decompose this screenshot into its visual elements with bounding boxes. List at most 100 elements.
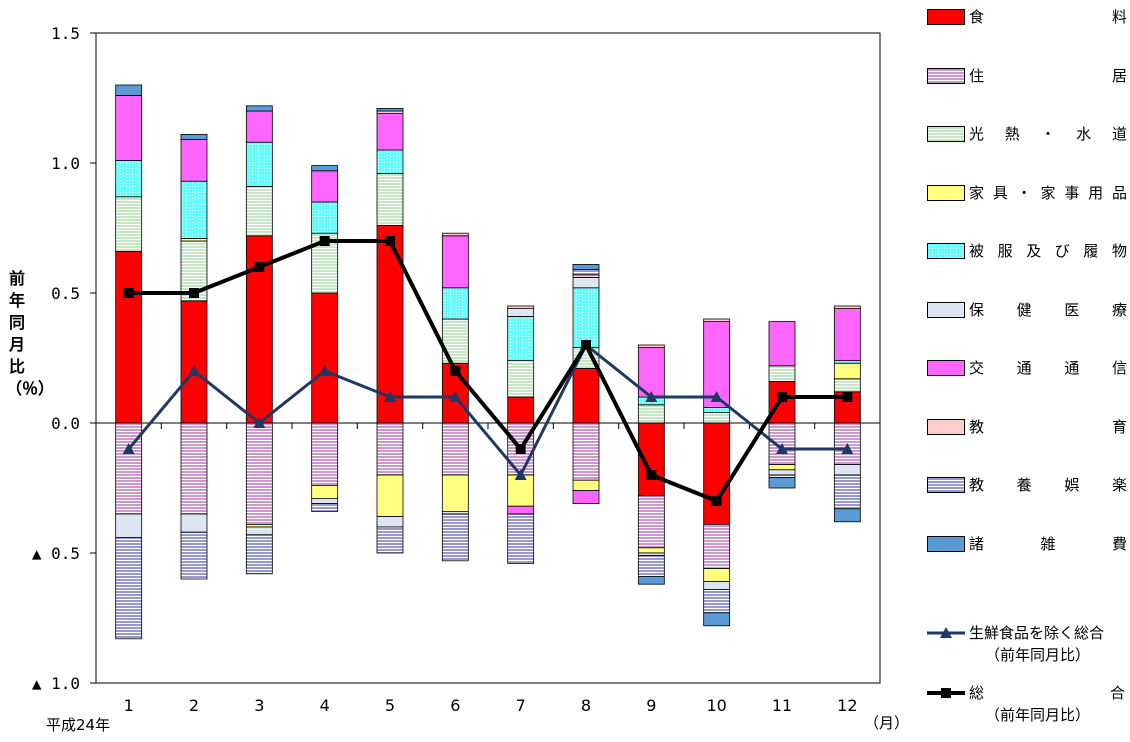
bar-segment-諸雑費-8 [572,263,600,270]
bar-segment-諸雑費-11 [768,477,796,489]
y-tick-label: ▲ 0.5 [32,544,80,563]
bar-segment-食料-1 [115,250,143,424]
x-ticks [95,423,881,429]
bar-segment-教養娯楽-6 [441,513,469,562]
bar-segment-諸雑費-4 [311,165,339,172]
y-tick-label: 0.0 [51,414,80,433]
bar-segment-光熱・水道-5 [376,172,404,226]
bar-segment-住居-4 [311,422,339,486]
legend-line-item: 総 合 （前年同月比） [927,682,1130,726]
y-tick-label: 0.5 [51,284,80,303]
point-triangle-9 [645,391,658,402]
point-triangle-11 [776,443,788,454]
bar-segment-交通通信-3 [245,110,273,143]
legend-item: 家具・家事用品 [927,181,1127,205]
bar-segment-家具・家事用品-5 [376,474,404,517]
legend-label: 保 健 医 療 [969,300,1127,319]
bar-segment-交通通信-2 [180,139,208,182]
bar-segment-保健医療-10 [703,581,731,590]
bar-segment-被服及び履物-2 [180,180,208,239]
point-square-12 [842,392,853,402]
bar-segment-諸雑費-5 [376,108,404,112]
legend-label: 教 養 娯 楽 [969,476,1127,494]
point-square-9 [646,470,657,480]
legend-swatch [927,301,965,318]
bar-segment-諸雑費-1 [115,84,143,96]
legend-swatch [927,243,965,259]
x-tick-label: 12 [837,696,857,715]
point-triangle-2 [188,365,200,376]
bar-segment-家具・家事用品-12 [833,362,861,380]
bar-segment-保健医療-4 [311,497,339,504]
legend-item: 教 育 [927,415,1127,439]
legend-swatch [927,126,965,142]
bar-segment-教育-7 [507,305,535,309]
legend-item: 被服及び履物 [927,239,1127,263]
point-square-7 [515,444,526,454]
bar-segment-交通通信-11 [768,321,796,367]
x-tick-labels: 1 2 3 4 5 6 7 8 9 10 11 12 [124,696,858,715]
legend-swatch [927,184,965,201]
series-line-総合（前年同月比） [128,239,848,504]
legend-swatch [927,477,965,493]
legend-swatch [927,418,965,435]
legend-line-swatch [927,627,965,638]
bar-segment-被服及び履物-6 [441,287,469,320]
bar-segment-教養娯楽-5 [376,526,404,554]
bar-segment-保健医療-12 [833,464,861,476]
x-tick-label: 10 [706,696,726,715]
legend-item: 保 健 医 療 [927,298,1127,322]
bar-segment-教育-9 [637,344,665,348]
x-tick-label: 11 [772,696,792,715]
bar-segment-保健医療-8 [572,276,600,289]
bar-segment-家具・家事用品-11 [768,464,796,471]
point-triangle-1 [122,443,135,454]
legend-label: 家具・家事用品 [969,183,1127,202]
y-axis-label: 前年同月比（％） [6,269,55,398]
bar-segment-家具・家事用品-10 [703,568,731,582]
x-tick-label: 6 [450,696,460,715]
bar-segment-教養娯楽-4 [311,503,339,512]
legend-swatch [927,360,965,376]
x-tick-label: 8 [581,696,591,715]
legend-label: 光 熱 ・ 水 道 [969,125,1127,143]
point-square-5 [385,236,395,246]
bar-segment-交通通信-12 [833,308,861,362]
point-square-11 [777,392,787,402]
bar-segment-家具・家事用品-4 [311,484,339,499]
bar-segment-光熱・水道-1 [115,196,143,252]
bar-segment-光熱・水道-11 [768,365,796,382]
bar-segment-保健医療-3 [245,526,273,536]
legend-item: 光 熱 ・ 水 道 [927,122,1127,146]
point-triangle-6 [449,391,462,402]
legend-line-sublabel: （前年同月比） [985,706,1091,724]
bar-segment-保健医療-5 [376,516,404,528]
bar-segment-教養娯楽-1 [115,537,143,640]
bar-segment-家具・家事用品-8 [572,479,600,492]
legend-line-label: 生鮮食品を除く総合 [969,624,1105,642]
legend-swatch [927,67,965,84]
point-square-10 [711,496,722,506]
bar-segment-教育-6 [441,232,469,237]
legend-label: 被服及び履物 [969,242,1127,260]
legend-item: 食 料 [927,5,1127,29]
legend-label: 住 居 [969,66,1127,85]
bar-segment-被服及び履物-1 [115,159,143,198]
bar-segment-交通通信-6 [441,235,469,289]
bar-segment-教養娯楽-3 [245,534,273,575]
bars-layer [115,84,861,640]
bar-segment-食料-4 [311,292,339,424]
point-triangle-4 [318,365,331,376]
bar-segment-被服及び履物-10 [703,406,731,413]
bar-segment-食料-11 [768,380,796,424]
bar-segment-交通通信-8 [572,490,600,505]
bar-segment-諸雑費-9 [637,576,665,585]
x-tick-label: 2 [189,696,199,715]
legend-swatch [927,535,965,552]
bar-segment-被服及び履物-3 [245,141,273,187]
y-ticks: 1.5 1.0 0.5 0.0 ▲ 0.5 ▲ 1.0 [32,24,96,693]
bar-segment-食料-2 [180,300,208,424]
x-tick-label: 1 [124,696,134,715]
bar-segment-光熱・水道-9 [637,404,665,424]
